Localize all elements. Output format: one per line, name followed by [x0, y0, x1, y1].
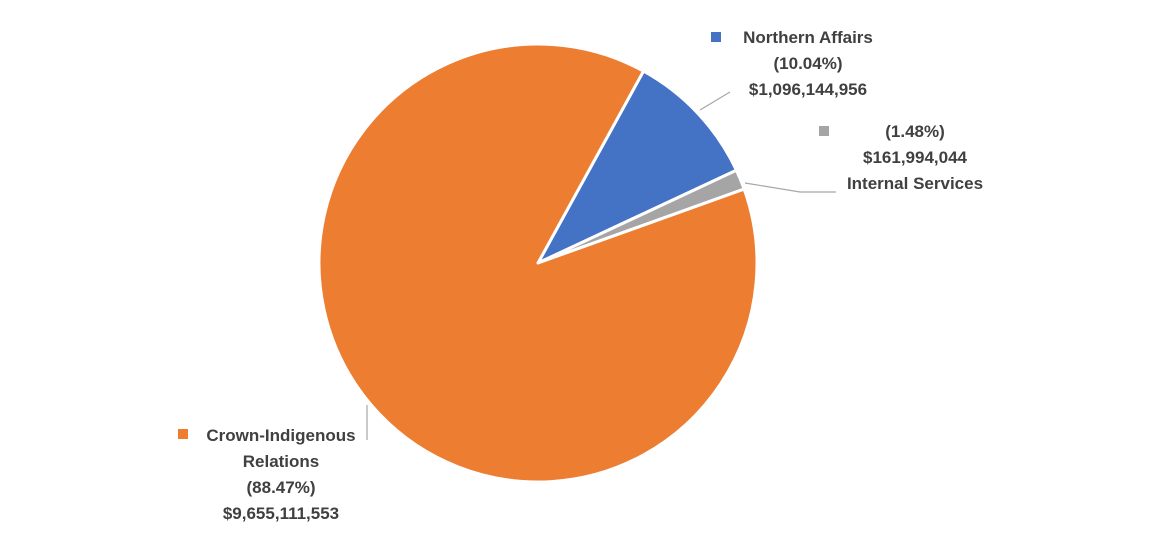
legend-key	[819, 126, 829, 136]
amount-label: $161,994,044	[863, 148, 967, 167]
leader-lines	[366, 91, 836, 440]
data-label: Crown-Indigenous Relations (88.47%) $9,655…	[196, 423, 366, 527]
percent-label: (88.47%)	[246, 478, 316, 497]
data-label: Northern Affairs (10.04%) $1,096,144,956	[708, 25, 908, 103]
slice-name: Northern Affairs	[743, 28, 873, 47]
data-label: (1.48%) $161,994,044 Internal Services	[815, 119, 1015, 197]
pie-slice	[536, 69, 738, 265]
slice-name: Internal Services	[846, 174, 984, 193]
percent-label: (1.48%)	[885, 122, 945, 141]
leader-line	[744, 182, 836, 193]
slice-name: Crown-Indigenous Relations	[206, 426, 356, 471]
percent-label: (10.04%)	[773, 54, 843, 73]
leader-line	[699, 91, 731, 111]
legend-key	[178, 429, 188, 439]
amount-label: $1,096,144,956	[748, 80, 868, 99]
amount-label: $9,655,111,553	[222, 504, 340, 523]
legend-key	[711, 32, 721, 42]
pie-slice	[317, 42, 759, 484]
